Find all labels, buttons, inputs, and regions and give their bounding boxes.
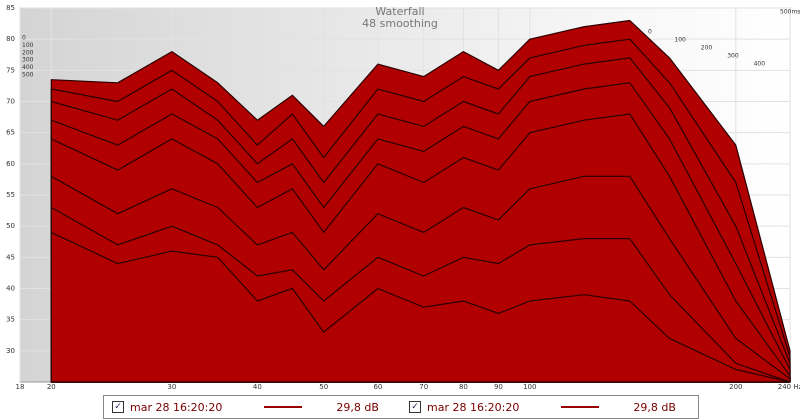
y-tick-label: 85 [6, 4, 15, 12]
y-tick-label: 50 [6, 222, 15, 230]
y-tick-label: 35 [6, 316, 15, 324]
chart: Waterfall 48 smoothing 30 35 40 45 50 55 60 65 7… [6, 4, 800, 391]
legend-swatch [561, 406, 600, 408]
y-tick-label: 45 [6, 253, 15, 261]
x-tick-label: 40 [253, 383, 262, 391]
z-tick-label: 0 [22, 35, 26, 42]
y-tick-label: 40 [6, 285, 15, 293]
x-tick-label: 200 [729, 383, 742, 391]
x-tick-label: 30 [167, 383, 176, 391]
y-tick-label: 60 [6, 160, 15, 168]
y-tick-label: 70 [6, 98, 15, 106]
z-tick-label: 300 [22, 57, 34, 64]
legend-item: ✓ mar 28 16:20:20 29,8 dB [401, 401, 698, 414]
y-tick-label: 55 [6, 191, 15, 199]
z-tick-label: 500 [22, 72, 34, 79]
legend-level: 29,8 dB [336, 400, 379, 414]
checkbox[interactable]: ✓ [112, 401, 124, 413]
x-tick-label: 90 [494, 383, 503, 391]
x-tick-label: 60 [373, 383, 382, 391]
z-tick-label: 400 [754, 61, 766, 68]
chart-title: Waterfall [375, 5, 424, 18]
legend: ✓ mar 28 16:20:20 29,8 dB ✓ mar 28 16:20:20 2… [103, 395, 699, 419]
x-tick-label: 100 [523, 383, 536, 391]
legend-level: 29,8 dB [633, 400, 676, 414]
z-tick-label: 500ms [780, 9, 800, 16]
y-tick-label: 80 [6, 35, 15, 43]
z-tick-label: 100 [674, 37, 686, 44]
z-tick-label: 400 [22, 64, 34, 71]
z-tick-label: 0 [648, 29, 652, 36]
legend-swatch [264, 406, 303, 408]
legend-name: mar 28 16:20:20 [130, 400, 223, 414]
legend-name: mar 28 16:20:20 [427, 400, 520, 414]
x-tick-label: 18 [16, 383, 25, 391]
legend-item: ✓ mar 28 16:20:20 29,8 dB [104, 401, 401, 414]
checkbox[interactable]: ✓ [409, 401, 421, 413]
chart-subtitle: 48 smoothing [362, 17, 438, 30]
y-tick-label: 75 [6, 66, 15, 74]
x-tick-label: 240 Hz [778, 383, 800, 391]
z-tick-label: 100 [22, 42, 34, 49]
x-tick-label: 20 [47, 383, 56, 391]
z-tick-label: 200 [22, 49, 34, 56]
x-tick-label: 70 [419, 383, 428, 391]
x-tick-label: 50 [319, 383, 328, 391]
z-tick-label: 200 [701, 45, 713, 52]
y-tick-label: 30 [6, 347, 15, 355]
x-tick-label: 80 [459, 383, 468, 391]
waterfall-slice [50, 231, 791, 383]
y-tick-label: 65 [6, 129, 15, 137]
z-tick-label: 300 [727, 53, 739, 60]
